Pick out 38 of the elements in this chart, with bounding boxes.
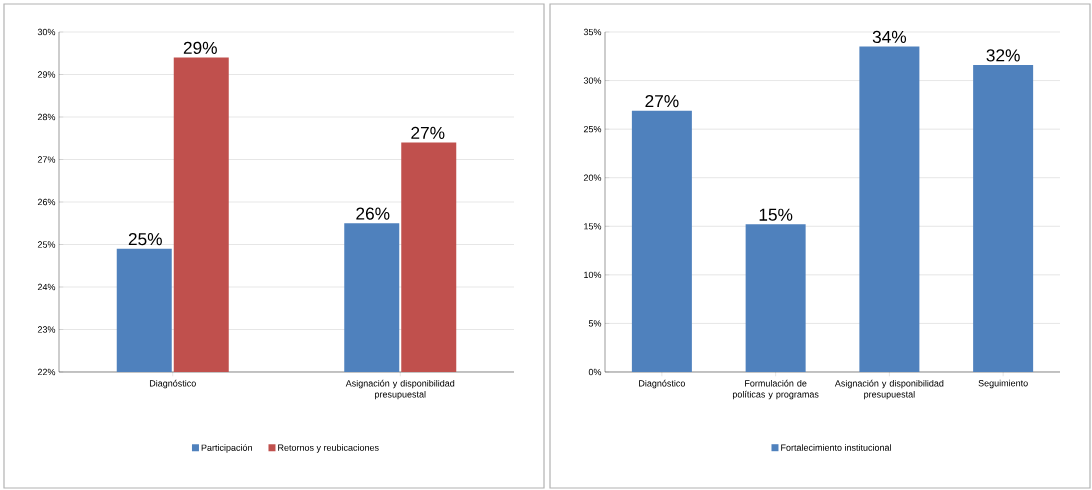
x-tick-label: Diagnóstico (149, 379, 196, 389)
data-label: 29% (183, 41, 217, 54)
legend-label: Retornos y reubicaciones (278, 444, 379, 453)
y-tick-label: 28% (37, 113, 56, 121)
y-tick-label: 29% (37, 71, 56, 78)
y-tick-label: 23% (37, 326, 56, 333)
bar (859, 46, 920, 372)
y-tick-label: 0% (588, 368, 602, 376)
bar (631, 110, 692, 372)
y-tick-label: 25% (37, 241, 56, 248)
x-tick-label: Asignación y disponibilidad presupuestal (834, 379, 944, 400)
y-tick-label: 15% (584, 223, 602, 230)
y-tick-label: 22% (37, 368, 56, 376)
x-tick-label: Seguimiento (978, 379, 1028, 389)
data-label: 15% (759, 208, 793, 221)
y-tick-label: 5% (588, 320, 602, 327)
y-tick-label: 26% (37, 198, 56, 206)
y-tick-label: 30% (37, 28, 56, 36)
data-label: 27% (645, 94, 679, 108)
y-tick-label: 20% (583, 174, 602, 181)
data-label: 34% (872, 30, 907, 44)
data-label: 32% (986, 49, 1020, 62)
y-tick-label: 24% (37, 283, 56, 291)
x-tick-label: Formulación de políticas y programas (732, 379, 819, 400)
y-tick-label: 30% (583, 77, 602, 84)
y-tick-label: 10% (584, 271, 602, 279)
x-tick-label: Asignación y disponibilidad presupuestal (345, 379, 455, 400)
bar (745, 224, 806, 372)
data-label: 25% (128, 232, 162, 246)
data-label: 26% (356, 207, 390, 220)
x-tick-label: Diagnóstico (639, 379, 686, 389)
y-tick-label: 25% (583, 125, 602, 133)
legend-label: Fortalecimiento institucional (781, 444, 891, 451)
y-tick-label: 35% (583, 28, 602, 36)
legend-label: Participación (201, 444, 252, 453)
bar (973, 65, 1034, 372)
data-label: 27% (411, 126, 445, 139)
y-tick-label: 27% (37, 156, 56, 163)
